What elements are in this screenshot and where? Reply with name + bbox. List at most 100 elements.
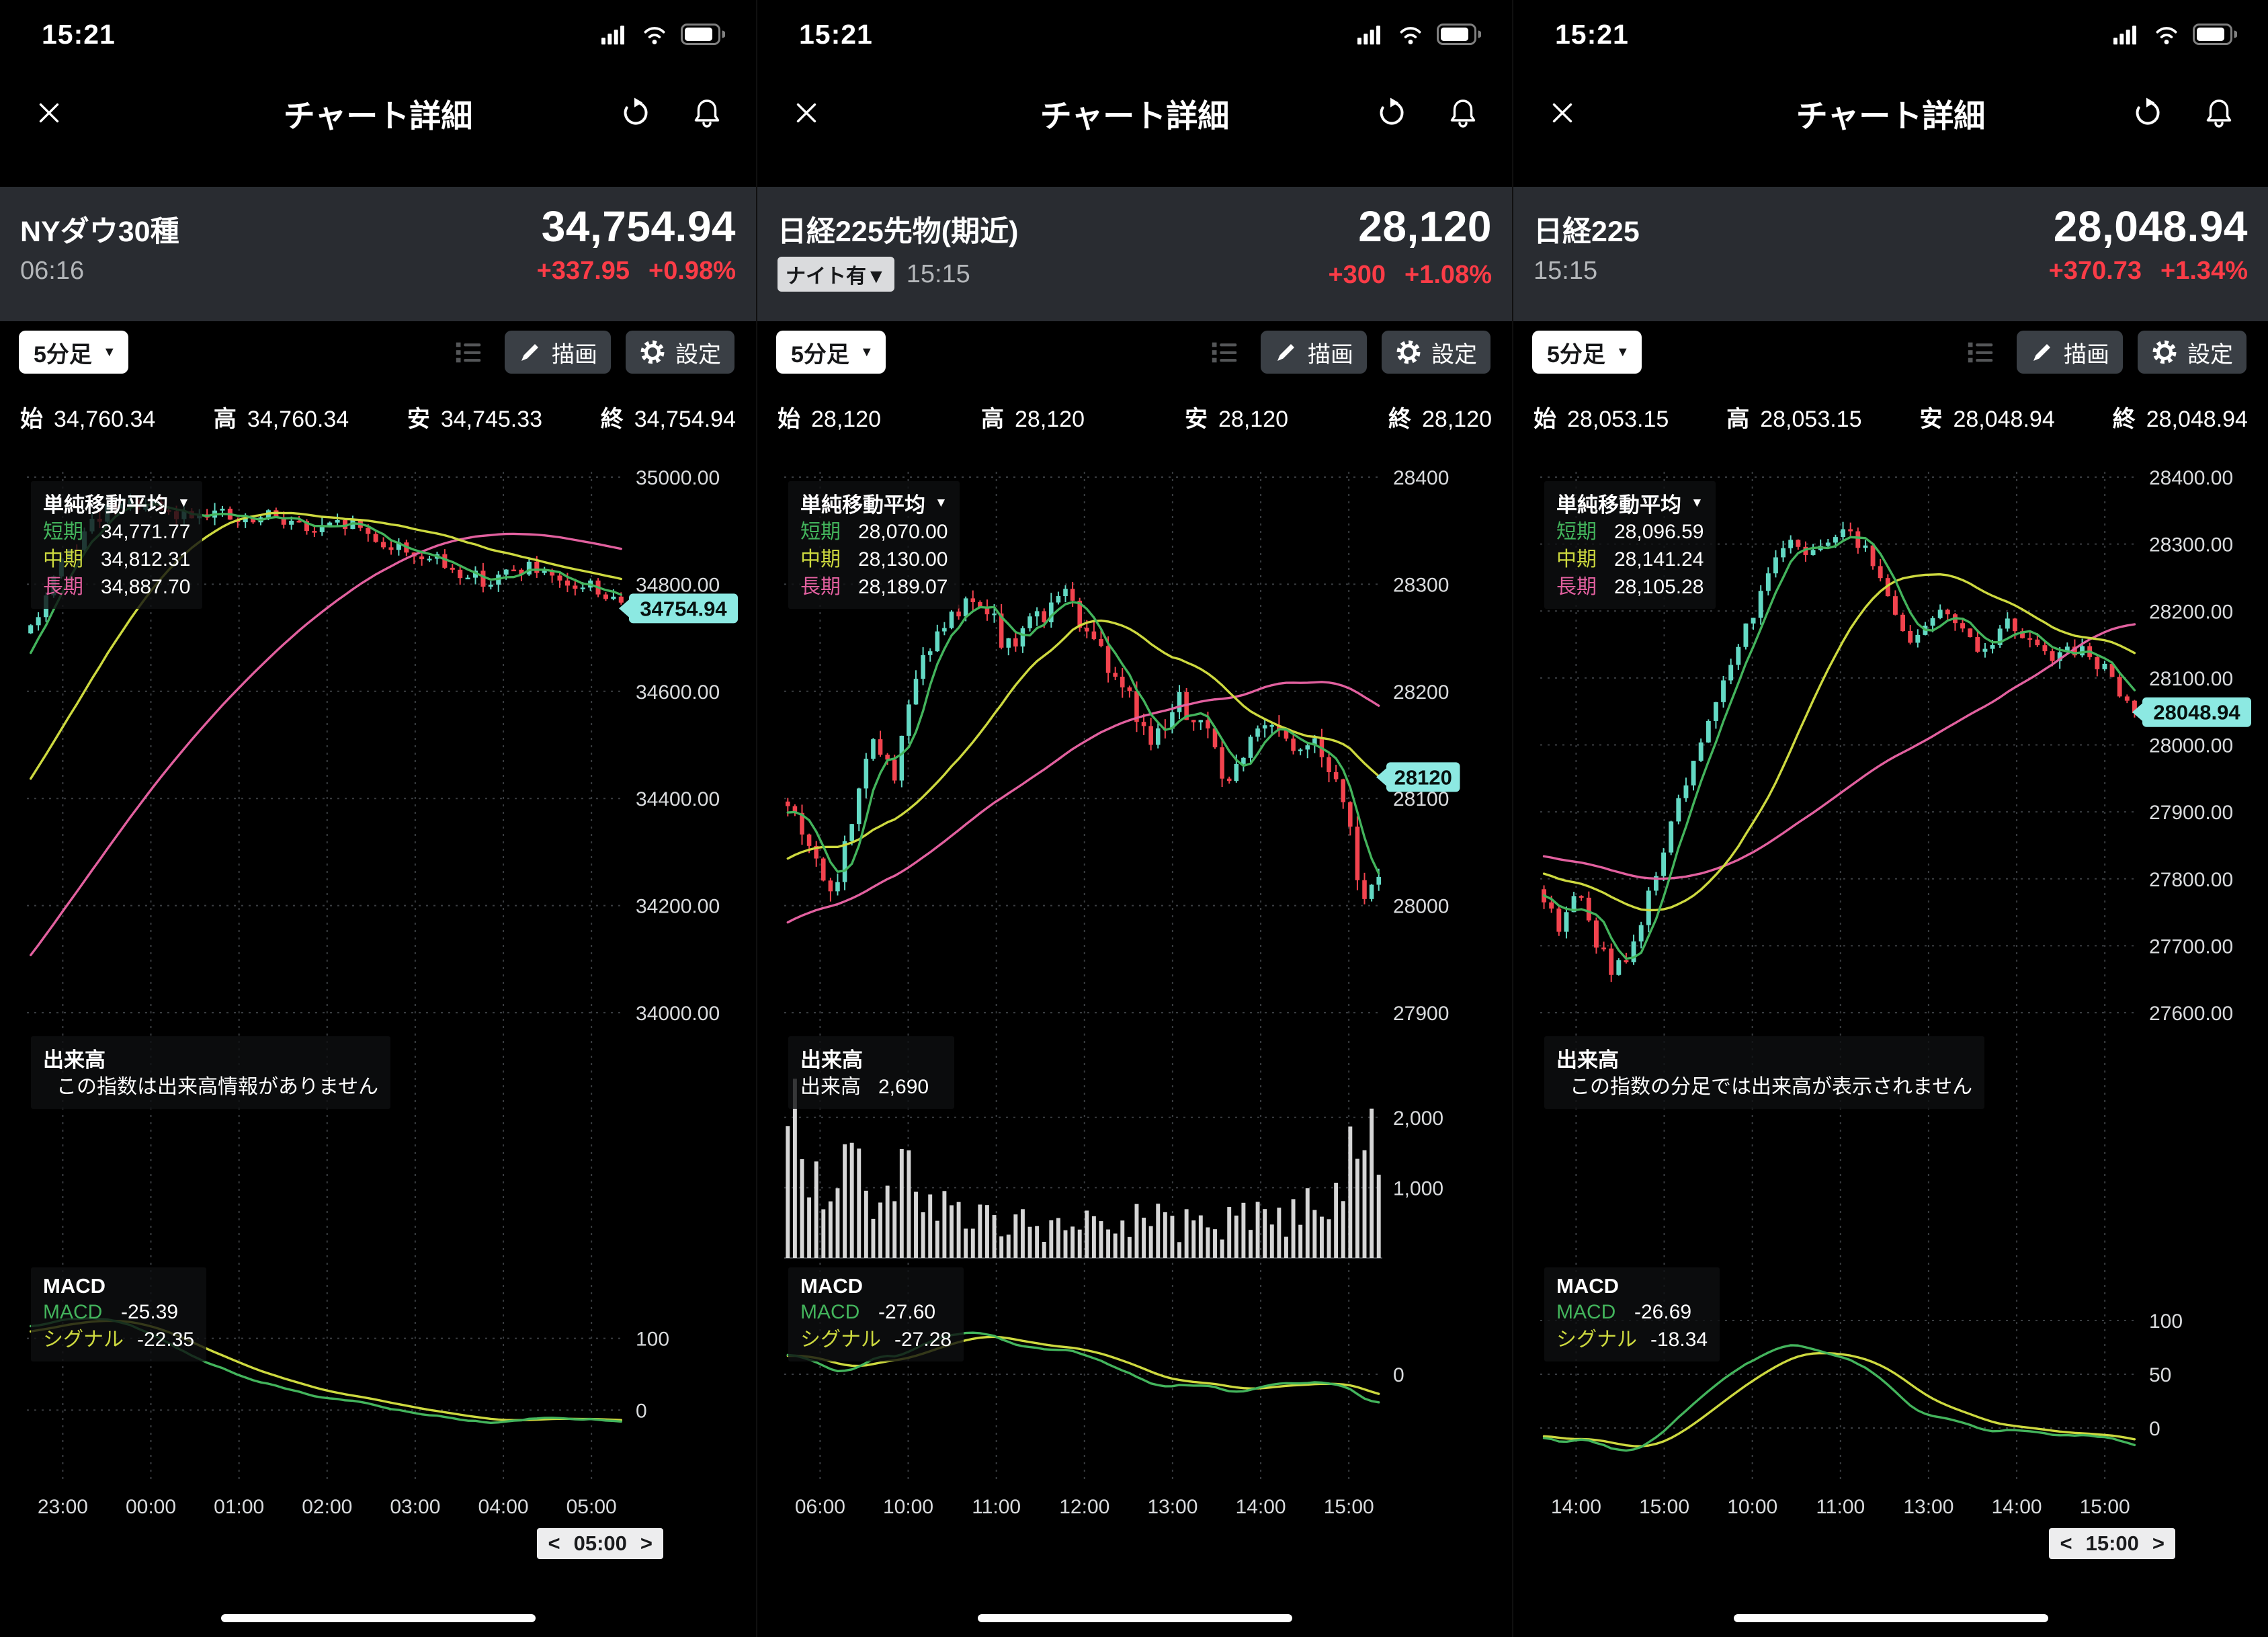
volume-message: この指数は出来高情報がありません [56, 1076, 379, 1098]
close-icon [796, 103, 816, 123]
svg-text:28000: 28000 [1393, 896, 1449, 918]
stepper-next[interactable]: > [2152, 1531, 2165, 1555]
session-badge[interactable]: ナイト有▼ [778, 257, 894, 292]
chevron-down-icon: ▼ [102, 344, 116, 360]
draw-button[interactable]: 描画 [505, 331, 611, 374]
wifi-icon [1400, 27, 1421, 44]
price-change-pct: +1.34% [2160, 257, 2248, 285]
time-stepper[interactable]: < 15:00 > [2049, 1528, 2175, 1559]
svg-text:05:00: 05:00 [566, 1496, 617, 1518]
stepper-prev[interactable]: < [2060, 1531, 2072, 1555]
instrument-name: 日経225先物(期近) [778, 216, 1019, 248]
macd-value: -26.69 [1634, 1301, 1692, 1323]
home-indicator[interactable] [1733, 1614, 2048, 1622]
timeframe-select[interactable]: 5分足 ▼ [776, 331, 886, 374]
indicator-list-button[interactable] [447, 331, 490, 374]
svg-text:27900.00: 27900.00 [2149, 802, 2233, 824]
sma-short-value: 28,096.59 [1614, 521, 1704, 543]
chevron-down-icon: ▼ [1615, 344, 1630, 360]
bell-icon [694, 99, 720, 128]
page-title: チャート詳細 [1796, 97, 1986, 134]
settings-button[interactable]: 設定 [1382, 331, 1490, 374]
settings-button[interactable]: 設定 [2138, 331, 2246, 374]
svg-text:34200.00: 34200.00 [636, 896, 720, 918]
signal-value: -27.28 [894, 1329, 952, 1351]
svg-text:00:00: 00:00 [126, 1496, 176, 1518]
timeframe-select[interactable]: 5分足 ▼ [19, 331, 128, 374]
close-button[interactable] [1543, 93, 1582, 132]
quote-time: 15:15 [1534, 257, 1598, 285]
svg-text:11:00: 11:00 [972, 1496, 1021, 1518]
svg-text:04:00: 04:00 [478, 1496, 529, 1518]
sma-legend[interactable]: 単純移動平均 ▼ 短期 28,070.00 中期 28,130.00 長期 28,189… [788, 481, 960, 609]
timeframe-select[interactable]: 5分足 ▼ [1532, 331, 1642, 374]
gear-icon [1396, 340, 1421, 364]
notification-bell-button[interactable] [687, 93, 726, 132]
ohlc-row: 始 28,120 高 28,120 安 28,120 終 28,120 [778, 407, 1492, 432]
chart-canvas[interactable]: 28400.00 28300.00 28200.00 28100.00 28000.00… [1513, 0, 2268, 1637]
svg-text:28400: 28400 [1393, 467, 1449, 489]
home-indicator[interactable] [220, 1614, 536, 1622]
ohlc-row: 始 28,053.15 高 28,053.15 安 28,048.94 終 28,048… [1534, 407, 2248, 432]
svg-text:15:00: 15:00 [1639, 1496, 1689, 1518]
volume-message: この指数の分足では出来高が表示されません [1570, 1076, 1973, 1098]
close-button[interactable] [30, 93, 69, 132]
refresh-button[interactable] [616, 93, 655, 132]
sma-legend[interactable]: 単純移動平均 ▼ 短期 28,096.59 中期 28,141.24 長期 28,105… [1544, 481, 1716, 609]
stepper-prev[interactable]: < [548, 1531, 560, 1555]
quote-header: 日経225先物(期近) 28,120 ナイト有▼ 15:15 +300 +1.0… [757, 187, 1512, 321]
svg-text:100: 100 [636, 1329, 669, 1351]
low-value: 34,745.33 [440, 407, 543, 432]
draw-button[interactable]: 描画 [1261, 331, 1367, 374]
notification-bell-button[interactable] [2199, 93, 2238, 132]
time-stepper[interactable]: < 05:00 > [537, 1528, 663, 1559]
svg-text:28100.00: 28100.00 [2149, 668, 2233, 690]
notification-bell-button[interactable] [1443, 93, 1482, 132]
chart-canvas[interactable]: 28400 28300 28200 28100 28000 27900 2,000 1,000… [757, 0, 1512, 1637]
stepper-label: 05:00 [573, 1531, 627, 1555]
settings-button[interactable]: 設定 [626, 331, 734, 374]
svg-text:34600.00: 34600.00 [636, 681, 720, 704]
svg-text:03:00: 03:00 [390, 1496, 440, 1518]
gear-icon [640, 340, 665, 364]
nav-bar: チャート詳細 [1513, 79, 2268, 146]
last-price: 34,754.94 [541, 202, 736, 251]
stepper-next[interactable]: > [640, 1531, 653, 1555]
sma-legend[interactable]: 単純移動平均 ▼ 短期 34,771.77 中期 34,812.31 長期 34,887… [31, 481, 203, 609]
refresh-button[interactable] [1372, 93, 1411, 132]
close-button[interactable] [787, 93, 826, 132]
close-value: 34,754.94 [634, 407, 736, 432]
quote-header: 日経225 28,048.94 15:15 +370.73 +1.34% [1513, 187, 2268, 321]
status-time: 15:21 [42, 18, 116, 50]
draw-button[interactable]: 描画 [2017, 331, 2123, 374]
sma-mid-value: 34,812.31 [101, 548, 191, 571]
chart-toolbar: 5分足 ▼ 描画 設定 [0, 331, 756, 374]
home-indicator[interactable] [977, 1614, 1292, 1622]
svg-text:28100: 28100 [1393, 788, 1449, 810]
ohlc-row: 始 34,760.34 高 34,760.34 安 34,745.33 終 34,754… [20, 407, 736, 432]
svg-text:28300: 28300 [1393, 574, 1449, 596]
price-change: +370.73 [2048, 257, 2142, 285]
svg-text:15:00: 15:00 [2080, 1496, 2130, 1518]
svg-text:27600.00: 27600.00 [2149, 1003, 2233, 1025]
open-value: 28,053.15 [1567, 407, 1669, 432]
chart-canvas[interactable]: 35000.00 34800.00 34600.00 34400.00 34200.00… [0, 0, 756, 1637]
svg-text:14:00: 14:00 [1992, 1496, 2042, 1518]
svg-text:28048.94: 28048.94 [2153, 701, 2240, 724]
svg-text:01:00: 01:00 [214, 1496, 264, 1518]
svg-text:1,000: 1,000 [1393, 1177, 1443, 1200]
refresh-button[interactable] [2128, 93, 2167, 132]
status-time: 15:21 [1555, 18, 1629, 50]
indicator-list-button[interactable] [1203, 331, 1246, 374]
status-time: 15:21 [799, 18, 873, 50]
chevron-down-icon: ▼ [859, 344, 874, 360]
svg-text:100: 100 [2149, 1310, 2183, 1333]
phone-screen: 28400 28300 28200 28100 28000 27900 2,000 1,000… [756, 0, 1512, 1637]
pencil-icon [1277, 344, 1294, 361]
svg-text:02:00: 02:00 [302, 1496, 352, 1518]
sma-long-value: 34,887.70 [101, 576, 191, 598]
bell-icon [2206, 99, 2232, 128]
svg-text:23:00: 23:00 [38, 1496, 88, 1518]
low-value: 28,048.94 [1953, 407, 2055, 432]
indicator-list-button[interactable] [1959, 331, 2002, 374]
